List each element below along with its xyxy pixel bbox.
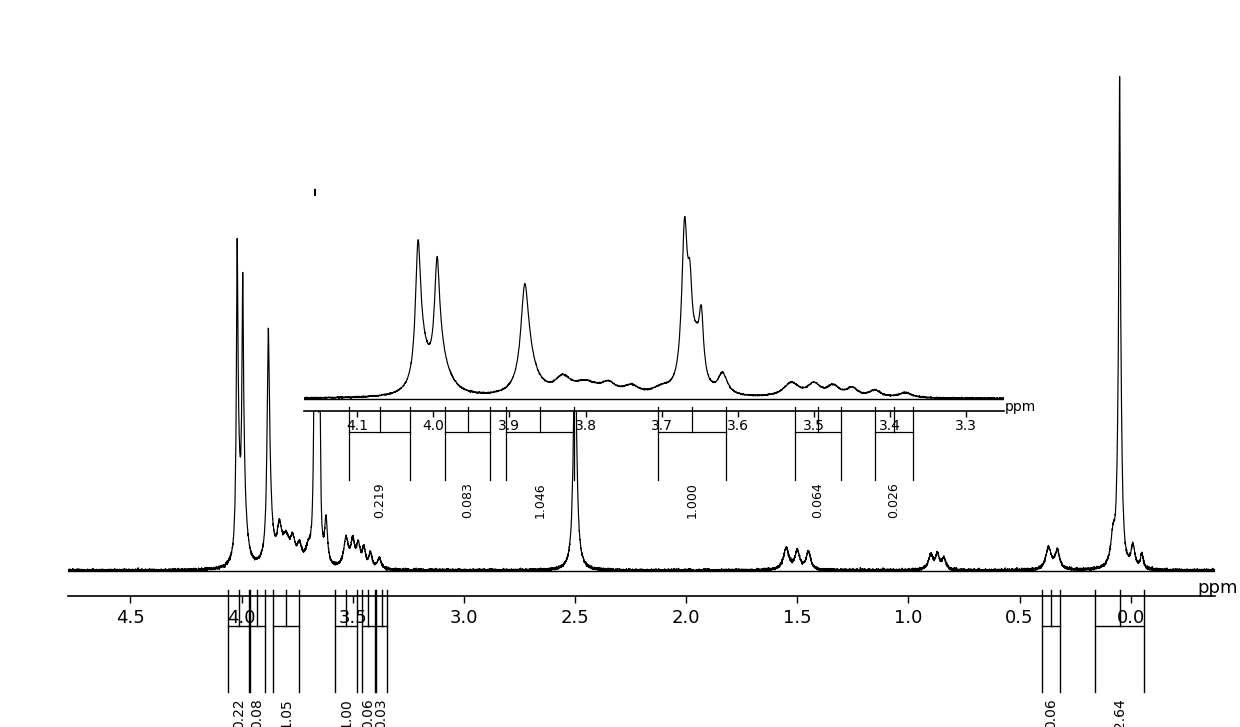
Text: 0.22: 0.22 (232, 698, 247, 727)
Text: 0.026: 0.026 (888, 483, 900, 518)
Text: ppm: ppm (1198, 579, 1238, 597)
Text: 0.06: 0.06 (1044, 698, 1058, 727)
Text: 0.083: 0.083 (461, 483, 474, 518)
Text: 0.219: 0.219 (373, 483, 387, 518)
Text: 1.00: 1.00 (339, 698, 353, 727)
Text: 1.000: 1.000 (686, 483, 698, 518)
Text: ppm: ppm (1004, 401, 1035, 414)
Text: 0.064: 0.064 (811, 483, 825, 518)
Text: 2.64: 2.64 (1112, 698, 1127, 727)
Text: 1.05: 1.05 (279, 698, 293, 727)
Text: 0.06: 0.06 (361, 698, 376, 727)
Text: 0.08: 0.08 (250, 698, 264, 727)
Text: 1.046: 1.046 (533, 483, 547, 518)
Text: 0.03: 0.03 (374, 698, 388, 727)
